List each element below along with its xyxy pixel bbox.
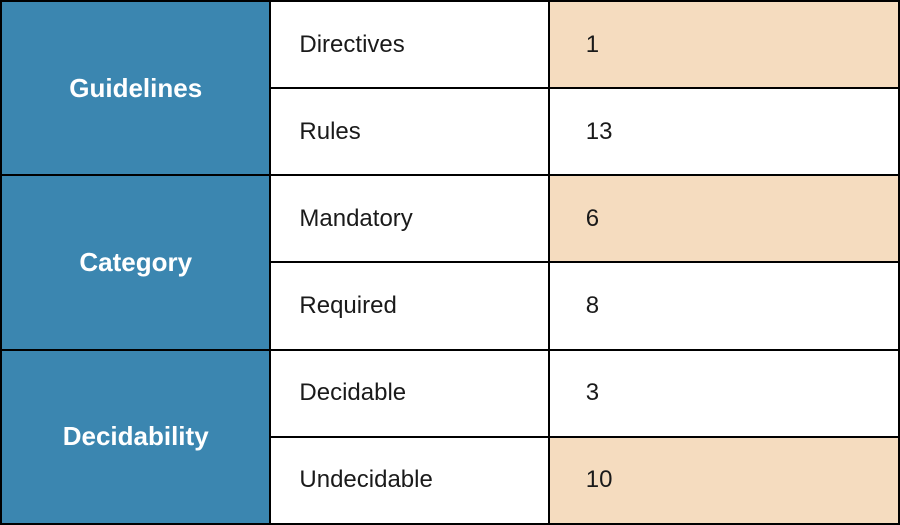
summary-table: GuidelinesDirectives1Rules13CategoryMand… — [0, 0, 900, 525]
table-row: DecidabilityDecidable3 — [1, 350, 899, 437]
row-value: 10 — [549, 437, 899, 524]
row-value: 8 — [549, 262, 899, 349]
summary-table-container: GuidelinesDirectives1Rules13CategoryMand… — [0, 0, 900, 525]
table-row: CategoryMandatory6 — [1, 175, 899, 262]
row-label: Undecidable — [270, 437, 548, 524]
group-header-cell: Category — [1, 175, 270, 349]
row-value: 6 — [549, 175, 899, 262]
row-label: Directives — [270, 1, 548, 88]
row-label: Rules — [270, 88, 548, 175]
row-label: Required — [270, 262, 548, 349]
group-header-cell: Guidelines — [1, 1, 270, 175]
row-label: Decidable — [270, 350, 548, 437]
row-value: 3 — [549, 350, 899, 437]
summary-table-body: GuidelinesDirectives1Rules13CategoryMand… — [1, 1, 899, 524]
group-header-cell: Decidability — [1, 350, 270, 524]
table-row: GuidelinesDirectives1 — [1, 1, 899, 88]
row-value: 1 — [549, 1, 899, 88]
row-label: Mandatory — [270, 175, 548, 262]
row-value: 13 — [549, 88, 899, 175]
